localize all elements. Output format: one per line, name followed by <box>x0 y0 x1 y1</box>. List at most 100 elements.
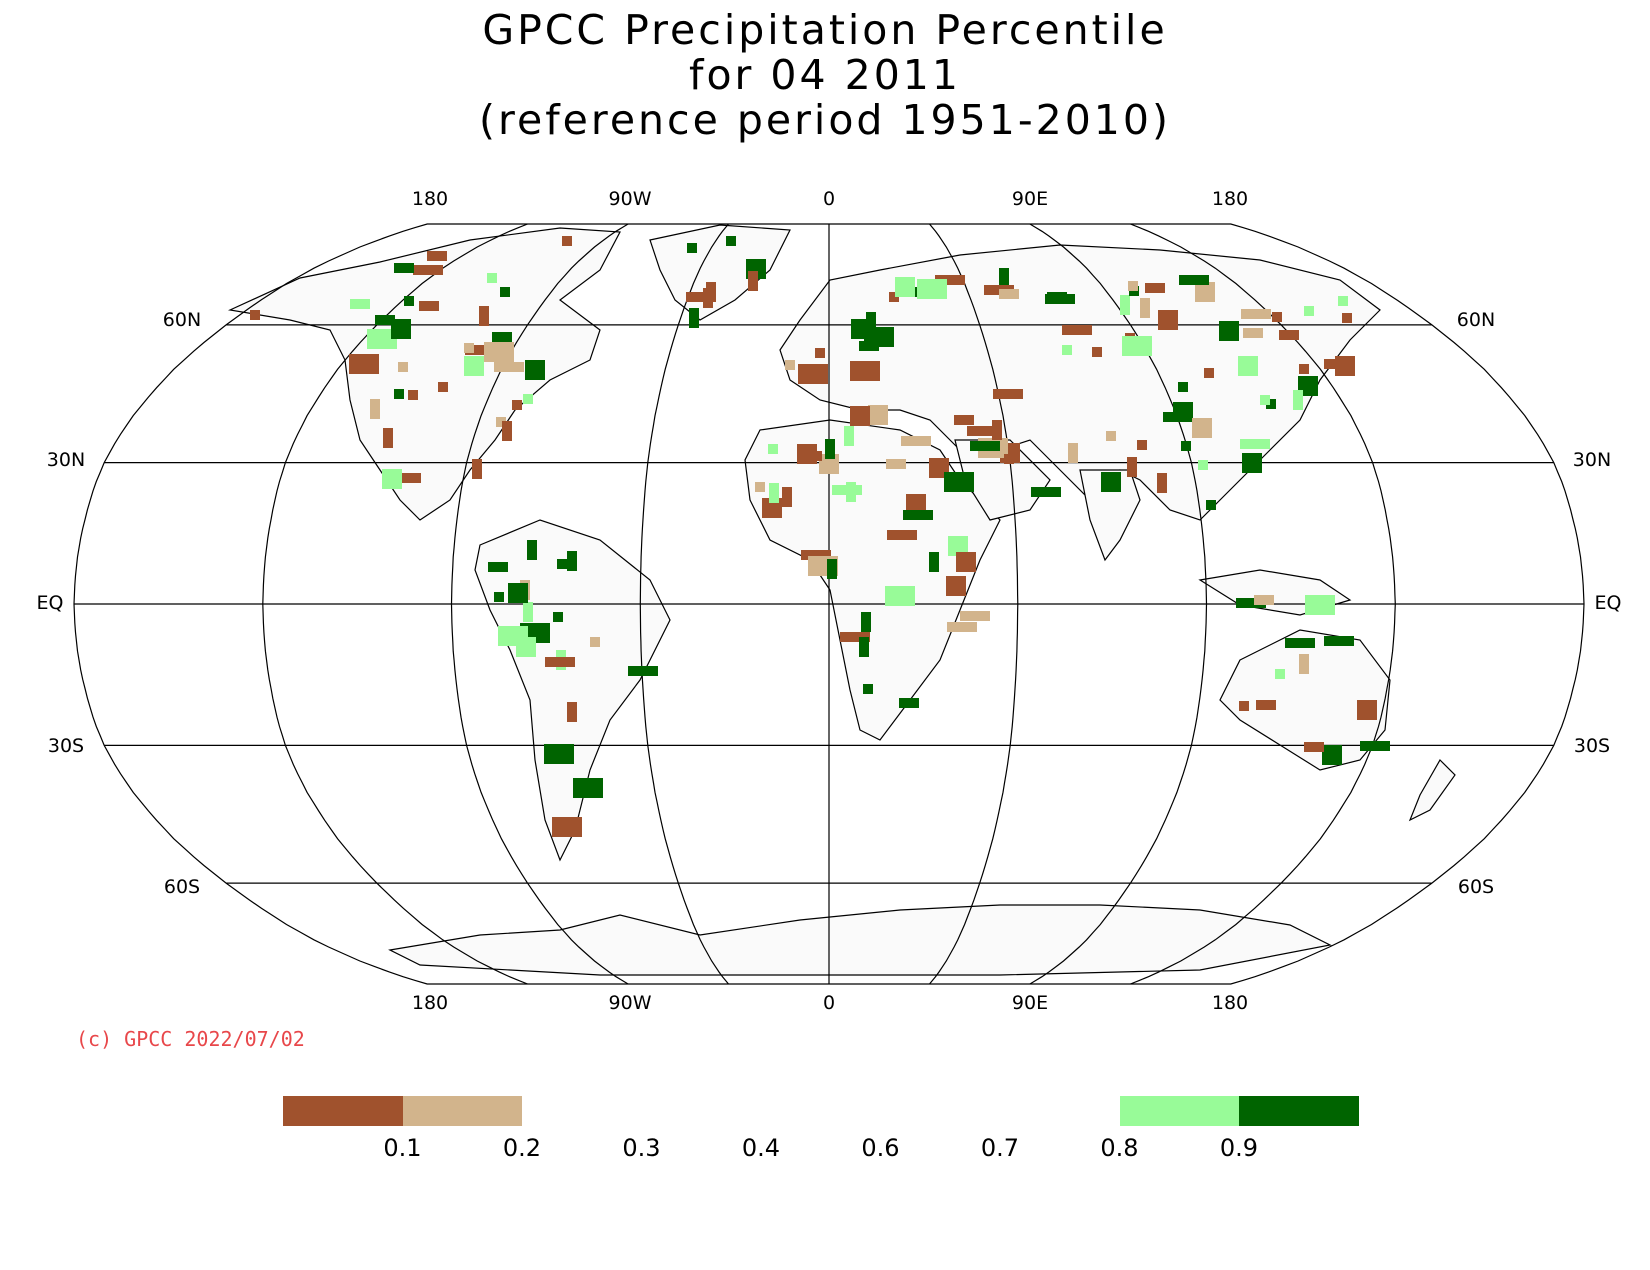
percentile-cell <box>1239 701 1249 711</box>
percentile-cell <box>863 684 873 694</box>
percentile-cell <box>1219 321 1239 341</box>
percentile-cell <box>970 441 1000 451</box>
percentile-cell <box>479 306 489 326</box>
percentile-cell <box>812 451 822 461</box>
percentile-cell <box>887 530 917 540</box>
legend-label: 0.8 <box>1100 1134 1139 1162</box>
percentile-cell <box>1241 309 1271 319</box>
percentile-cell <box>1243 328 1263 338</box>
percentile-cell <box>498 626 528 646</box>
percentile-cell <box>1120 295 1130 315</box>
percentile-cell <box>408 390 418 400</box>
percentile-cell <box>903 510 933 520</box>
legend-label: 0.2 <box>502 1134 542 1162</box>
percentile-cell <box>401 473 421 483</box>
legend-swatch <box>641 1096 762 1126</box>
percentile-cell <box>687 243 697 253</box>
percentile-cell <box>798 364 828 384</box>
legend-swatch <box>1000 1096 1120 1126</box>
percentile-cell <box>1299 654 1309 674</box>
legend-label: 0.3 <box>622 1134 661 1162</box>
copyright-notice: (c) GPCC 2022/07/02 <box>76 1027 305 1051</box>
lon-label-bottom-180w: 180 <box>412 992 448 1014</box>
percentile-cell <box>901 436 931 446</box>
lat-label-right-60s: 60S <box>1458 876 1494 898</box>
percentile-cell <box>1163 412 1173 422</box>
percentile-cell <box>1128 281 1138 291</box>
percentile-cell <box>895 277 915 297</box>
percentile-cell <box>1236 598 1266 608</box>
percentile-cell <box>782 487 792 507</box>
lon-label-top-0: 0 <box>823 188 835 210</box>
lon-label-bottom-180e: 180 <box>1212 992 1248 1014</box>
legend-label: 0.4 <box>741 1134 781 1162</box>
percentile-cell <box>1342 313 1352 323</box>
percentile-cell <box>394 389 404 399</box>
legend-swatch <box>522 1096 642 1126</box>
land-eurasia <box>779 244 1381 521</box>
lat-label-left-30n: 30N <box>47 449 85 471</box>
percentile-cell <box>1285 638 1315 648</box>
percentile-cell <box>726 236 736 246</box>
title-line-3: (reference period 1951-2010) <box>479 96 1171 144</box>
legend-label: 0.1 <box>383 1134 422 1162</box>
percentile-cell <box>868 405 888 425</box>
percentile-cell <box>899 698 919 708</box>
lat-label-left-eq: EQ <box>37 592 64 614</box>
legend-label: 0.7 <box>980 1134 1020 1162</box>
legend-swatch <box>1119 1096 1240 1126</box>
percentile-cell <box>954 415 974 425</box>
percentile-cell <box>545 657 575 667</box>
percentile-cell <box>1062 345 1072 355</box>
percentile-cell <box>827 559 837 579</box>
percentile-cell <box>1195 282 1215 302</box>
percentile-cell <box>553 612 563 622</box>
lon-label-top-180e: 180 <box>1212 188 1248 210</box>
percentile-cell <box>502 421 512 441</box>
title-line-1: GPCC Precipitation Percentile <box>482 6 1168 54</box>
percentile-cell <box>552 817 582 837</box>
percentile-cell <box>350 299 370 309</box>
land-greenland <box>649 224 791 321</box>
percentile-cell <box>1260 395 1270 405</box>
percentile-cell <box>488 562 508 572</box>
percentile-cell <box>398 362 408 372</box>
percentile-cell <box>1173 402 1193 422</box>
percentile-cell <box>850 361 880 381</box>
percentile-cell <box>886 459 906 469</box>
percentile-cell <box>1275 669 1285 679</box>
percentile-cell <box>686 292 706 302</box>
lat-label-right-30n: 30N <box>1573 449 1611 471</box>
percentile-cell <box>494 362 524 372</box>
lat-label-left-60n: 60N <box>163 309 201 331</box>
percentile-cell <box>1240 439 1270 449</box>
percentile-cell <box>1045 294 1075 304</box>
percentile-cell <box>1266 399 1276 409</box>
percentile-cell <box>929 552 939 572</box>
percentile-cell <box>484 342 514 362</box>
percentile-cell <box>250 310 260 320</box>
lat-label-left-30s: 30S <box>48 735 84 757</box>
percentile-cell <box>832 485 862 495</box>
percentile-cell <box>755 482 765 492</box>
percentile-cell <box>1299 364 1309 374</box>
percentile-cell <box>956 552 976 572</box>
percentile-cell <box>769 483 779 503</box>
percentile-cell <box>562 236 572 246</box>
percentile-cell <box>801 550 831 560</box>
percentile-cell <box>917 279 947 299</box>
percentile-cell <box>1140 298 1150 318</box>
percentile-cell <box>1198 460 1208 470</box>
percentile-cell <box>1338 296 1348 306</box>
percentile-cell <box>1178 382 1188 392</box>
percentile-cell <box>370 399 380 419</box>
percentile-cell <box>465 345 485 355</box>
percentile-cell <box>1206 500 1216 510</box>
percentile-cell <box>573 778 603 798</box>
percentile-cell <box>494 592 504 602</box>
percentile-cell <box>544 744 574 764</box>
percentile-cell <box>487 273 497 283</box>
lon-label-top-90e: 90E <box>1012 188 1048 210</box>
percentile-cell <box>748 271 758 291</box>
